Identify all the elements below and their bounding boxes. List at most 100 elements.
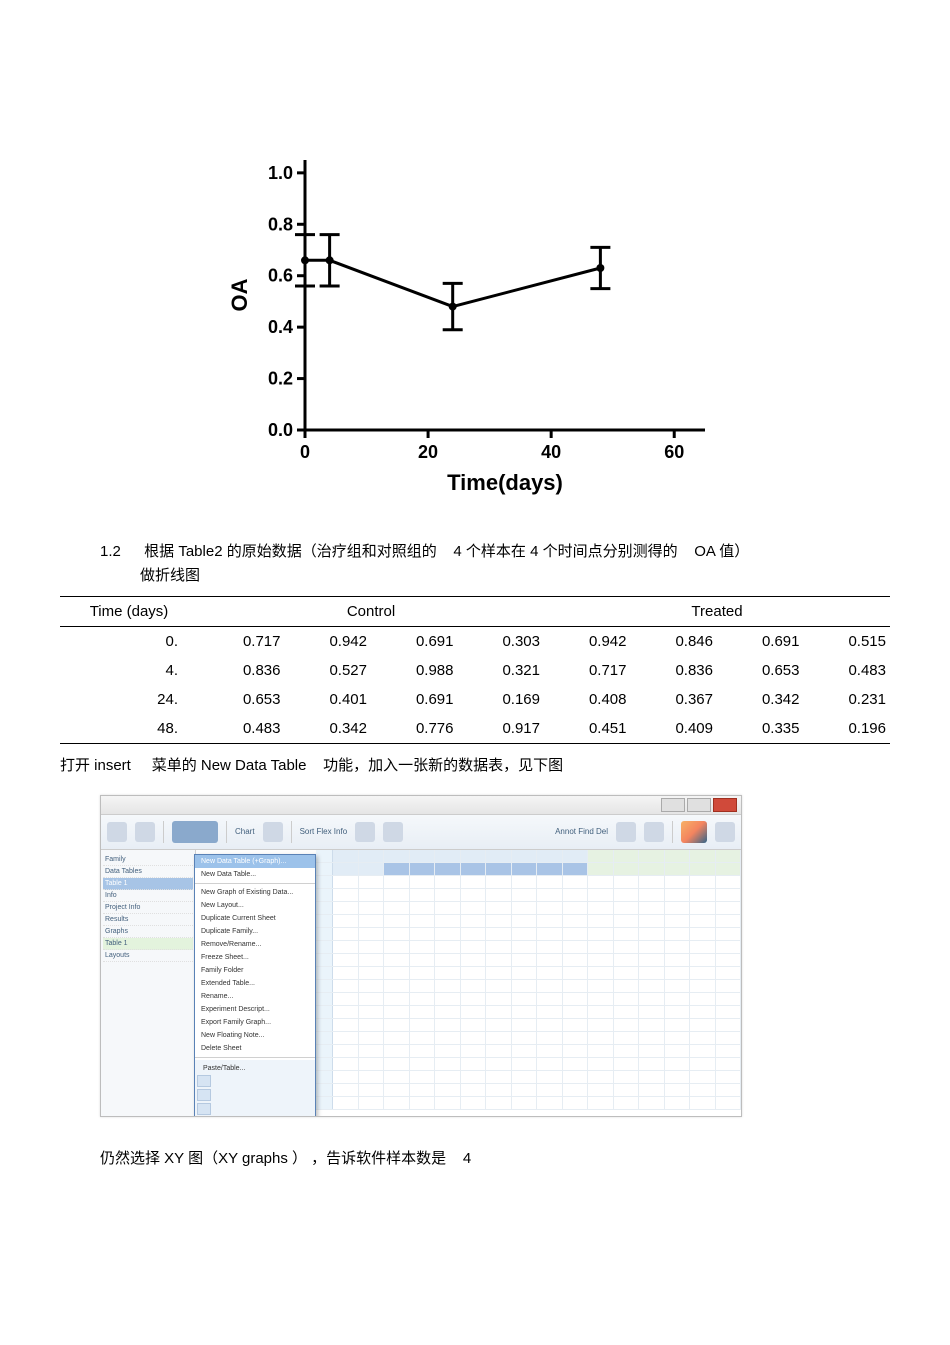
menu-item[interactable]: Freeze Sheet...: [195, 951, 315, 964]
toolbar-button[interactable]: [172, 821, 218, 843]
col-head-time: Time (days): [60, 597, 198, 627]
cell-value: 0.836: [631, 656, 718, 685]
cell-value: 0.717: [544, 656, 631, 685]
menu-item[interactable]: Extended Table...: [195, 977, 315, 990]
cell-value: 0.321: [458, 656, 545, 685]
toolbar-icon[interactable]: [263, 822, 283, 842]
cell-value: 0.653: [717, 656, 804, 685]
cell-value: 0.691: [717, 627, 804, 657]
cell-value: 0.717: [198, 627, 285, 657]
menu-item[interactable]: New Layout...: [195, 899, 315, 912]
cell-time: 48.: [60, 714, 198, 743]
cell-value: 0.515: [804, 627, 891, 657]
cell-value: 0.483: [198, 714, 285, 743]
cell-time: 24.: [60, 685, 198, 714]
cell-value: 0.409: [631, 714, 718, 743]
data-table: Time (days) Control Treated 0.0.7170.942…: [60, 596, 890, 744]
post-table-part-2: 菜单的 New Data Table: [152, 757, 307, 774]
menu-item[interactable]: Export Family Graph...: [195, 1016, 315, 1029]
section-1-2-caption: 1.2 根据 Table2 的原始数据（治疗组和对照组的 4 个样本在 4 个时…: [100, 540, 890, 588]
cell-value: 0.451: [544, 714, 631, 743]
caption-text-2: 4 个样本在 4 个时间点分别测得的: [453, 543, 677, 560]
menu-item[interactable]: Rename...: [195, 990, 315, 1003]
svg-text:60: 60: [664, 442, 684, 462]
cell-value: 0.408: [544, 685, 631, 714]
oa-line-chart: 0.00.20.40.60.81.00204060Time(days)OA: [225, 140, 725, 500]
svg-text:20: 20: [418, 442, 438, 462]
post-table-text: 打开 insert 菜单的 New Data Table 功能，加入一张新的数据…: [60, 754, 890, 775]
sidebar-item[interactable]: Graphs: [103, 926, 193, 938]
menu-footer-swatch[interactable]: [197, 1103, 211, 1115]
menu-item[interactable]: New Data Table (+Graph)...: [195, 855, 315, 868]
menu-item[interactable]: Delete Sheet: [195, 1042, 315, 1055]
caption-line2: 做折线图: [140, 567, 200, 584]
toolbar-icon[interactable]: [107, 822, 127, 842]
toolbar-icon[interactable]: [383, 822, 403, 842]
insert-menu: New Data Table (+Graph)...New Data Table…: [194, 854, 316, 1117]
menu-item[interactable]: Remove/Rename...: [195, 938, 315, 951]
toolbar-icon[interactable]: [355, 822, 375, 842]
sidebar-item[interactable]: Table 1: [103, 878, 193, 890]
cell-value: 0.691: [371, 685, 458, 714]
menu-footer-label: Paste/Table...: [197, 1062, 313, 1075]
sidebar-item[interactable]: Info: [103, 890, 193, 902]
cell-value: 0.691: [371, 627, 458, 657]
toolbar-separator: [226, 821, 227, 843]
cell-value: 0.483: [804, 656, 891, 685]
max-button[interactable]: [687, 798, 711, 812]
cell-value: 0.942: [544, 627, 631, 657]
post-table-part-1: 打开 insert: [60, 757, 131, 774]
cell-value: 0.196: [804, 714, 891, 743]
menu-item[interactable]: New Graph of Existing Data...: [195, 886, 315, 899]
toolbar-icon[interactable]: [644, 822, 664, 842]
sidebar-item[interactable]: Data Tables: [103, 866, 193, 878]
toolbar-icon[interactable]: [715, 822, 735, 842]
menu-item[interactable]: Family Folder: [195, 964, 315, 977]
toolbar-palette-icon[interactable]: [681, 821, 707, 843]
menu-item[interactable]: New Data Table...: [195, 868, 315, 881]
sidebar-item[interactable]: Family: [103, 854, 193, 866]
toolbar-separator: [163, 821, 164, 843]
col-head-treated: Treated: [544, 597, 890, 627]
cell-time: 4.: [60, 656, 198, 685]
menu-item[interactable]: Duplicate Current Sheet: [195, 912, 315, 925]
menu-item[interactable]: New Floating Note...: [195, 1029, 315, 1042]
menu-footer-swatch[interactable]: [197, 1089, 211, 1101]
svg-text:0.2: 0.2: [268, 369, 293, 389]
toolbar-icon[interactable]: [616, 822, 636, 842]
toolbar-separator: [672, 821, 673, 843]
cell-value: 0.401: [285, 685, 372, 714]
sidebar-item[interactable]: Project Info: [103, 902, 193, 914]
menu-item[interactable]: Experiment Descript...: [195, 1003, 315, 1016]
section-number: 1.2: [100, 540, 140, 564]
svg-text:Time(days): Time(days): [447, 470, 563, 495]
cell-value: 0.988: [371, 656, 458, 685]
sidebar-item[interactable]: Results: [103, 914, 193, 926]
close-button[interactable]: [713, 798, 737, 812]
toolbar-icon[interactable]: [135, 822, 155, 842]
svg-text:OA: OA: [227, 278, 252, 311]
min-button[interactable]: [661, 798, 685, 812]
cell-value: 0.342: [285, 714, 372, 743]
table-row: 48.0.4830.3420.7760.9170.4510.4090.3350.…: [60, 714, 890, 743]
cell-time: 0.: [60, 627, 198, 657]
cell-value: 0.942: [285, 627, 372, 657]
menu-footer-swatch[interactable]: [197, 1075, 211, 1087]
table-row: 4.0.8360.5270.9880.3210.7170.8360.6530.4…: [60, 656, 890, 685]
table-row: 24.0.6530.4010.6910.1690.4080.3670.3420.…: [60, 685, 890, 714]
col-head-control: Control: [198, 597, 544, 627]
data-grid[interactable]: [316, 850, 741, 1117]
sidebar-item[interactable]: Table 1: [103, 938, 193, 950]
cell-value: 0.231: [804, 685, 891, 714]
cell-value: 0.527: [285, 656, 372, 685]
table-row: 0.0.7170.9420.6910.3030.9420.8460.6910.5…: [60, 627, 890, 657]
cell-value: 0.169: [458, 685, 545, 714]
app-screenshot: Chart Sort Flex Info Annot Find Del Fami…: [100, 795, 742, 1117]
sidebar-item[interactable]: Layouts: [103, 950, 193, 962]
bottom-text-part-2: 4: [463, 1150, 471, 1167]
svg-text:0.8: 0.8: [268, 214, 293, 234]
bottom-text: 仍然选择 XY 图（XY graphs ） ，告诉软件样本数是 4: [100, 1147, 890, 1168]
cell-value: 0.303: [458, 627, 545, 657]
svg-text:0.6: 0.6: [268, 266, 293, 286]
menu-item[interactable]: Duplicate Family...: [195, 925, 315, 938]
